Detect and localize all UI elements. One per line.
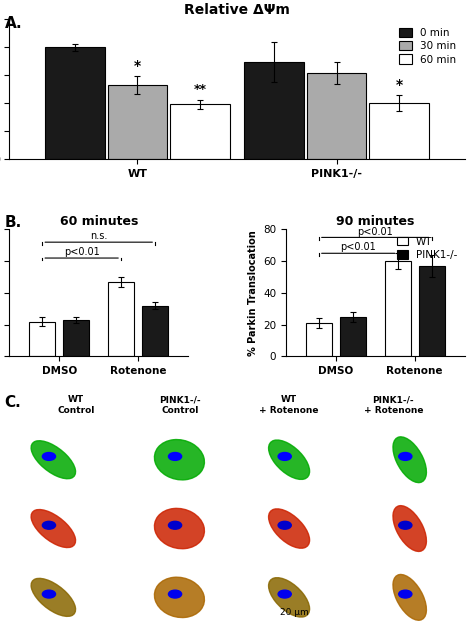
Text: *: * <box>395 78 403 92</box>
Bar <box>45 47 105 159</box>
Title: Relative ΔΨm: Relative ΔΨm <box>184 3 290 17</box>
Ellipse shape <box>269 509 310 548</box>
Legend: 0 min, 30 min, 60 min: 0 min, 30 min, 60 min <box>396 24 459 68</box>
Text: n.s.: n.s. <box>90 231 108 241</box>
Text: WT
+ Rotenone: WT + Rotenone <box>259 395 319 415</box>
Circle shape <box>168 453 182 460</box>
Text: PINK1-/-
Control: PINK1-/- Control <box>159 395 201 415</box>
Title: 60 minutes: 60 minutes <box>60 215 138 228</box>
Bar <box>419 266 445 356</box>
Ellipse shape <box>31 578 75 617</box>
Circle shape <box>278 590 292 598</box>
Text: Parkin: Parkin <box>15 499 46 508</box>
Circle shape <box>168 590 182 598</box>
Circle shape <box>278 521 292 529</box>
Text: p<0.01: p<0.01 <box>340 242 376 253</box>
Bar <box>340 317 366 356</box>
Bar <box>244 62 304 159</box>
Bar <box>142 305 168 356</box>
Ellipse shape <box>393 437 427 483</box>
Text: WT
Control: WT Control <box>57 395 94 415</box>
Text: *: * <box>134 59 141 73</box>
Bar <box>29 322 55 356</box>
Bar <box>108 86 167 159</box>
Ellipse shape <box>155 509 204 548</box>
Circle shape <box>42 590 55 598</box>
Bar <box>306 323 332 356</box>
Bar <box>384 261 410 356</box>
Circle shape <box>399 453 412 460</box>
Text: PINK1-/-
+ Rotenone: PINK1-/- + Rotenone <box>364 395 423 415</box>
Y-axis label: % Parkin Translocation: % Parkin Translocation <box>248 230 258 356</box>
Ellipse shape <box>269 577 310 617</box>
Circle shape <box>278 453 292 460</box>
Bar <box>170 104 230 159</box>
Text: **: ** <box>193 84 207 96</box>
Circle shape <box>399 590 412 598</box>
Text: COXIV: COXIV <box>15 430 44 439</box>
Title: 90 minutes: 90 minutes <box>336 215 414 228</box>
Ellipse shape <box>269 440 310 480</box>
Circle shape <box>168 521 182 529</box>
Bar <box>369 103 429 159</box>
Circle shape <box>399 521 412 529</box>
Ellipse shape <box>155 440 204 480</box>
Ellipse shape <box>31 509 75 548</box>
Circle shape <box>42 521 55 529</box>
Ellipse shape <box>31 440 75 479</box>
Text: p<0.01: p<0.01 <box>64 248 100 257</box>
Legend: WT, PINK1-/-: WT, PINK1-/- <box>395 235 459 262</box>
Ellipse shape <box>155 577 204 617</box>
Bar <box>108 282 134 356</box>
Bar <box>307 73 366 159</box>
Text: C.: C. <box>5 395 21 410</box>
Text: p<0.01: p<0.01 <box>357 226 393 237</box>
Text: B.: B. <box>5 215 22 230</box>
Circle shape <box>42 453 55 460</box>
Bar <box>64 320 90 356</box>
Ellipse shape <box>393 505 427 552</box>
Ellipse shape <box>393 574 427 620</box>
Text: 20 µm: 20 µm <box>280 608 308 617</box>
Text: Merge: Merge <box>15 568 45 577</box>
Text: A.: A. <box>5 16 22 31</box>
